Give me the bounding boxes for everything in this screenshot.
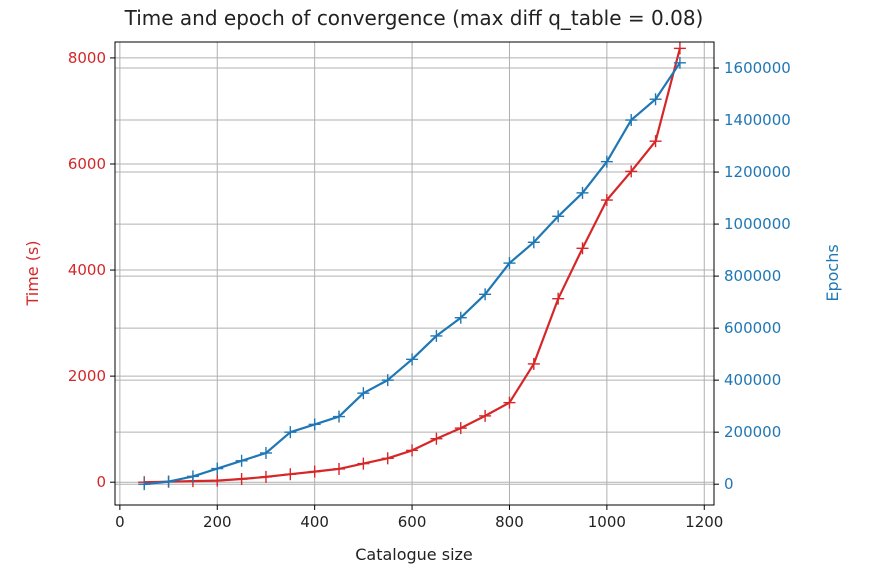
epochs-point xyxy=(357,387,370,400)
epochs-point xyxy=(503,257,516,270)
x-tick-label: 400 xyxy=(300,513,329,531)
epochs-point xyxy=(235,454,248,467)
y-left-tick-label: 4000 xyxy=(68,261,106,279)
epochs-point xyxy=(625,114,638,127)
time-point xyxy=(406,444,419,457)
y-right-tick-label: 800000 xyxy=(724,267,781,285)
time-point xyxy=(381,452,394,465)
grid xyxy=(115,42,714,505)
epochs-point xyxy=(333,410,346,423)
time-point xyxy=(333,462,346,475)
epochs-point xyxy=(211,462,224,475)
epochs-point xyxy=(162,475,175,488)
y-axis-left-label: Time (s) xyxy=(23,240,42,306)
y-axis-right: 0 200000 400000 600000 800000 1000000 1200000 1… xyxy=(714,59,791,493)
epochs-point xyxy=(186,470,199,483)
epochs-point xyxy=(454,311,467,324)
y-right-tick-label: 600000 xyxy=(724,319,781,337)
y-left-tick-label: 6000 xyxy=(68,155,106,173)
epochs-point xyxy=(430,329,443,342)
x-axis: 0 200 400 600 800 1000 1200 xyxy=(115,505,723,531)
x-axis-label: Catalogue size xyxy=(355,545,473,564)
epochs-point xyxy=(479,288,492,301)
time-point xyxy=(479,409,492,422)
time-point xyxy=(673,42,686,55)
epochs-point xyxy=(527,236,540,249)
y-axis-right-label: Epochs xyxy=(823,244,842,301)
chart-title: Time and epoch of convergence (max diff … xyxy=(124,6,704,30)
time-point xyxy=(235,473,248,486)
y-right-tick-label: 1600000 xyxy=(724,59,791,77)
x-tick-label: 1000 xyxy=(588,513,626,531)
epochs-point xyxy=(576,186,589,199)
time-point xyxy=(259,470,272,483)
x-tick-label: 800 xyxy=(495,513,524,531)
epochs-point xyxy=(600,155,613,168)
time-point xyxy=(503,396,516,409)
epochs-point xyxy=(308,418,321,431)
epochs-point xyxy=(673,56,686,69)
epochs-point xyxy=(381,374,394,387)
y-axis-left: 0 2000 4000 6000 8000 xyxy=(68,49,115,491)
y-right-tick-label: 1400000 xyxy=(724,111,791,129)
plot-frame xyxy=(114,41,715,506)
y-right-tick-label: 0 xyxy=(724,475,734,493)
y-left-tick-label: 0 xyxy=(96,473,106,491)
y-left-tick-label: 2000 xyxy=(68,367,106,385)
x-tick-label: 200 xyxy=(203,513,232,531)
epochs-point xyxy=(259,446,272,459)
y-right-tick-label: 1000000 xyxy=(724,215,791,233)
time-point xyxy=(454,422,467,435)
time-point xyxy=(600,194,613,207)
x-tick-label: 600 xyxy=(398,513,427,531)
epochs-point xyxy=(552,210,565,223)
time-point xyxy=(527,357,540,370)
time-point xyxy=(308,465,321,478)
time-point xyxy=(357,457,370,470)
y-right-tick-label: 1200000 xyxy=(724,163,791,181)
time-point xyxy=(576,242,589,255)
time-point xyxy=(430,432,443,445)
epochs-point xyxy=(138,478,151,491)
series-layer xyxy=(138,42,686,491)
time-point xyxy=(211,474,224,487)
y-left-tick-label: 8000 xyxy=(68,49,106,67)
time-point xyxy=(284,468,297,481)
time-point xyxy=(552,292,565,305)
epochs-point xyxy=(284,426,297,439)
epochs-point xyxy=(406,353,419,366)
time-point xyxy=(625,165,638,178)
epochs-point xyxy=(649,93,662,106)
time-point xyxy=(649,135,662,148)
y-right-tick-label: 400000 xyxy=(724,371,781,389)
x-tick-label: 1200 xyxy=(685,513,723,531)
y-right-tick-label: 200000 xyxy=(724,423,781,441)
x-tick-label: 0 xyxy=(115,513,125,531)
